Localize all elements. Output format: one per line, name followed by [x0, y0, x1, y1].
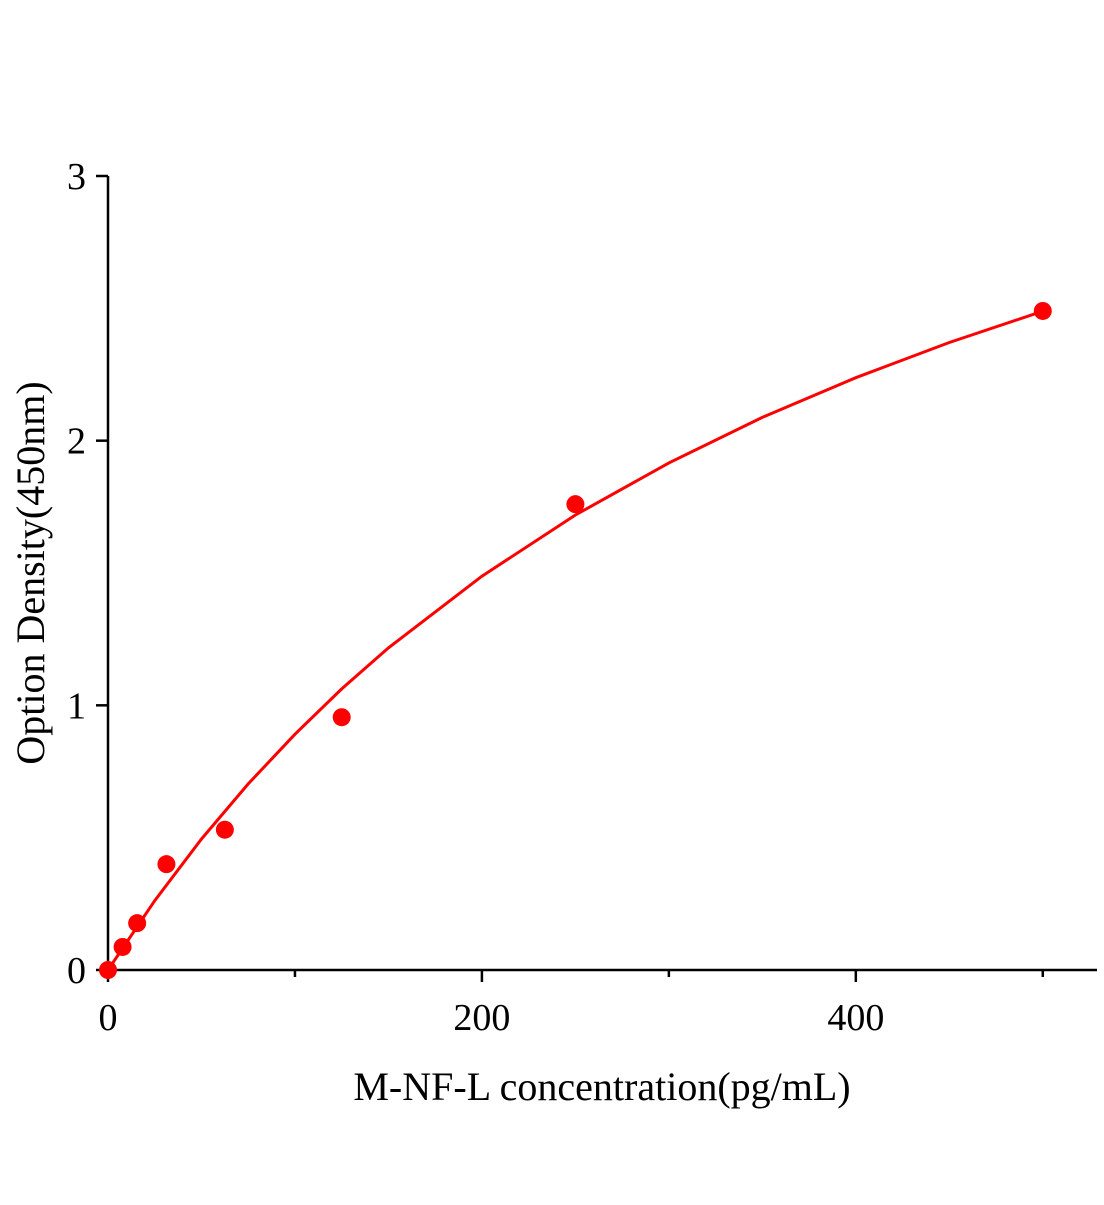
x-axis-label: M-NF-L concentration(pg/mL)	[353, 1064, 850, 1109]
y-tick-label: 0	[67, 950, 86, 992]
x-tick-label: 200	[453, 997, 510, 1039]
x-tick-label: 400	[827, 997, 884, 1039]
data-point	[128, 914, 147, 933]
y-tick-label: 3	[67, 156, 86, 198]
axes: 0 200 400 0 1 2 3	[67, 156, 1097, 1039]
x-tick-label: 0	[99, 997, 118, 1039]
y-tick-label: 1	[67, 685, 86, 727]
data-point	[215, 820, 234, 839]
marks	[99, 301, 1052, 979]
y-axis-label: Option Density(450nm)	[8, 381, 53, 764]
data-point	[332, 708, 351, 727]
y-tick-label: 2	[67, 421, 86, 463]
data-point	[113, 937, 132, 956]
fit-curve	[106, 309, 1044, 971]
data-point	[566, 495, 585, 514]
data-point	[99, 961, 117, 979]
data-point	[1033, 301, 1052, 320]
data-point	[157, 855, 176, 874]
